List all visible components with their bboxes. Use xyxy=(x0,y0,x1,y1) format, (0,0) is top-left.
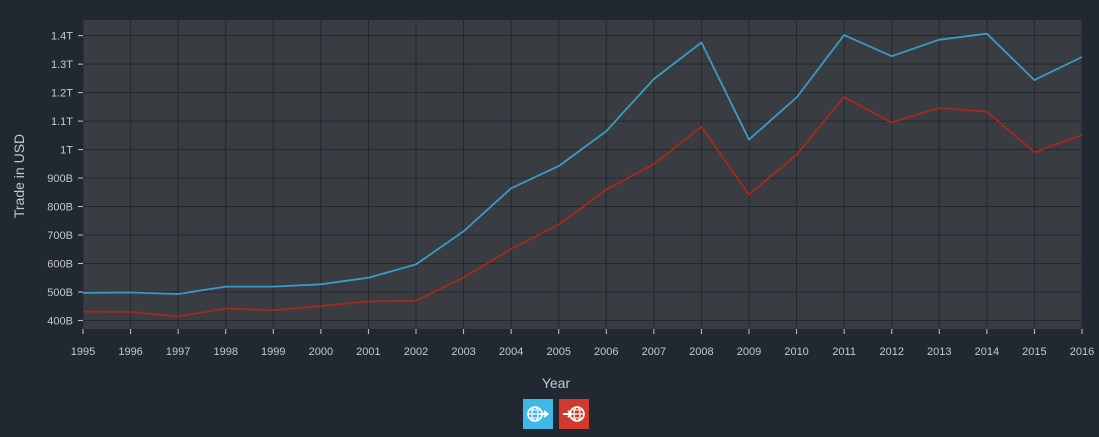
x-tick-label: 2015 xyxy=(1022,346,1046,358)
series-line-0 xyxy=(82,32,1083,295)
x-tick-label: 2010 xyxy=(784,346,808,358)
x-tick-label: 1999 xyxy=(261,346,285,358)
y-tick-label: 800B xyxy=(47,202,73,214)
y-tick-label: 1.4T xyxy=(51,31,73,43)
x-tick-label: 2009 xyxy=(737,346,761,358)
y-axis: 400B 500B 600B 700B 800B 900B 1T 1.1T 1.2T 1.3T 1.… xyxy=(47,31,83,327)
y-tick-label: 400B xyxy=(47,315,73,327)
y-tick-label: 600B xyxy=(47,258,73,270)
x-tick-label: 1997 xyxy=(166,346,190,358)
series-line-1 xyxy=(82,96,1083,318)
x-tick-label: 2008 xyxy=(689,346,713,358)
y-tick-label: 700B xyxy=(47,230,73,242)
x-tick-label: 2013 xyxy=(927,346,951,358)
x-tick-label: 2006 xyxy=(594,346,618,358)
y-axis-title: Trade in USD xyxy=(11,134,27,218)
x-axis: 1995 1996 1997 1998 1999 2000 2001 2002 2003 2004… xyxy=(71,329,1094,358)
y-tick-label: 1.3T xyxy=(51,59,73,71)
plot-area xyxy=(83,20,1082,329)
x-tick-label: 2012 xyxy=(879,346,903,358)
x-tick-label: 2014 xyxy=(975,346,999,358)
line-chart: 400B 500B 600B 700B 800B 900B 1T 1.1T 1.2T 1.3T 1.… xyxy=(11,20,1094,391)
x-tick-label: 2007 xyxy=(642,346,666,358)
x-tick-label: 2004 xyxy=(499,346,523,358)
legend xyxy=(523,399,589,429)
y-tick-label: 1.2T xyxy=(51,88,73,100)
y-tick-label: 500B xyxy=(47,287,73,299)
x-tick-label: 1995 xyxy=(71,346,95,358)
x-tick-label: 2000 xyxy=(309,346,333,358)
legend-export-button[interactable] xyxy=(523,399,553,429)
x-tick-label: 1998 xyxy=(213,346,237,358)
x-tick-label: 1996 xyxy=(118,346,142,358)
globe-import-icon xyxy=(563,406,585,422)
x-tick-label: 2011 xyxy=(832,346,856,358)
x-tick-label: 2003 xyxy=(451,346,475,358)
y-tick-label: 1T xyxy=(60,145,73,157)
x-tick-label: 2016 xyxy=(1070,346,1094,358)
globe-export-icon xyxy=(527,406,550,422)
x-tick-label: 2005 xyxy=(546,346,570,358)
y-tick-label: 900B xyxy=(47,173,73,185)
y-tick-label: 1.1T xyxy=(51,116,73,128)
x-tick-label: 2001 xyxy=(356,346,380,358)
x-tick-label: 2002 xyxy=(404,346,428,358)
series-lines xyxy=(82,32,1083,318)
grid-lines xyxy=(82,20,1083,329)
legend-import-button[interactable] xyxy=(559,399,589,429)
x-axis-title: Year xyxy=(542,375,571,391)
